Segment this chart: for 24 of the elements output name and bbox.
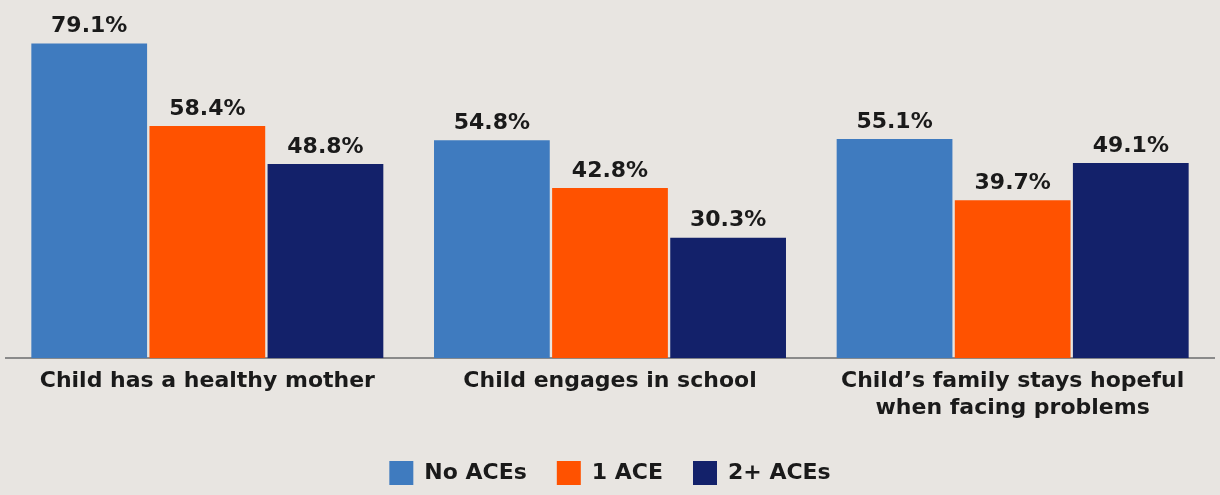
- x-tick-label: Child’s family stays hopeful when facing problems: [841, 367, 1185, 419]
- data-label: 42.8%: [571, 156, 649, 182]
- bar: [670, 237, 786, 359]
- data-label: 79.1%: [51, 12, 128, 38]
- bar: [434, 140, 550, 359]
- data-label: 48.8%: [287, 132, 364, 158]
- bar: [836, 139, 953, 359]
- x-tick-label: Child has a healthy mother: [39, 367, 376, 393]
- legend-label: 2+ ACEs: [727, 458, 831, 484]
- bar: [149, 125, 266, 359]
- bar: [1072, 162, 1189, 359]
- data-label: 58.4%: [169, 94, 246, 120]
- data-label: 39.7%: [974, 169, 1051, 195]
- x-tick-label: Child engages in school: [463, 367, 757, 393]
- data-label: 49.1%: [1092, 131, 1169, 157]
- bar: [31, 43, 148, 359]
- data-label: 55.1%: [856, 107, 933, 133]
- legend-label: 1 ACE: [591, 458, 663, 484]
- bar: [954, 200, 1071, 359]
- legend-label: No ACEs: [424, 458, 527, 484]
- data-label: 54.8%: [453, 108, 531, 134]
- data-label: 30.3%: [689, 206, 767, 232]
- bar: [267, 164, 384, 359]
- bar: [552, 187, 668, 359]
